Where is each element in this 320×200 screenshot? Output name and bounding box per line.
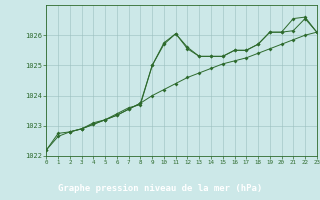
Text: Graphe pression niveau de la mer (hPa): Graphe pression niveau de la mer (hPa) <box>58 184 262 193</box>
